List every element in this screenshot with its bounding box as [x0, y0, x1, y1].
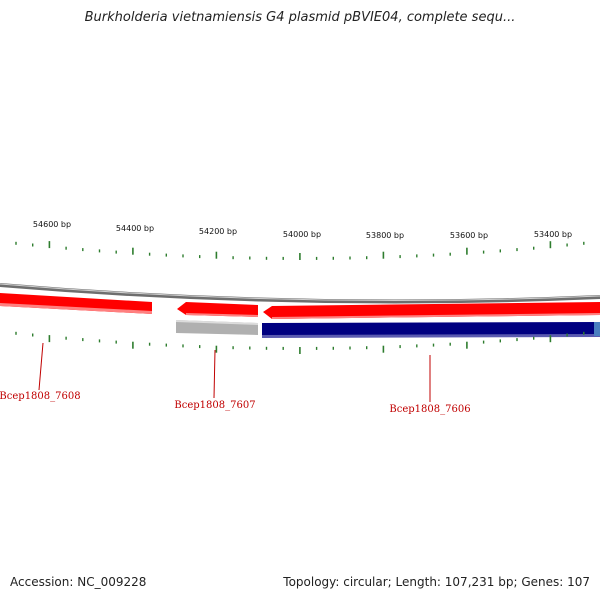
scale-label: 53600 bp — [450, 231, 488, 240]
scale-label: 53400 bp — [534, 230, 572, 239]
gene-label-7608-group[interactable]: Bcep1808_7608 — [0, 342, 81, 402]
cds-7606-feature[interactable] — [262, 322, 600, 338]
page-title: Burkholderia vietnamiensis G4 plasmid pB… — [84, 10, 516, 25]
scale-label: 54000 bp — [283, 230, 321, 239]
gene-label-7607-group[interactable]: Bcep1808_7607 — [174, 349, 256, 411]
scale-label: 54200 bp — [199, 227, 237, 236]
inner-scale-ticks — [15, 331, 585, 354]
gene-label[interactable]: Bcep1808_7608 — [0, 391, 81, 402]
gene-label[interactable]: Bcep1808_7606 — [389, 404, 470, 415]
outer-scale-ticks — [15, 241, 585, 260]
gene-label[interactable]: Bcep1808_7607 — [174, 400, 255, 411]
gene-label-7606-group[interactable]: Bcep1808_7606 — [389, 355, 471, 415]
summary-label: Topology: circular; Length: 107,231 bp; … — [283, 575, 590, 589]
cds-7607-feature[interactable] — [176, 320, 258, 335]
gene-7606-arrow[interactable] — [263, 302, 600, 319]
scale-label: 53800 bp — [366, 231, 404, 240]
gene-7608-feature[interactable] — [0, 293, 152, 314]
scale-labels: 54600 bp 54400 bp 54200 bp 54000 bp 5380… — [33, 220, 572, 240]
gene-7607-arrow[interactable] — [177, 302, 258, 317]
plasmid-backbone-highlight — [0, 283, 600, 301]
accession-label: Accession: NC_009228 — [10, 575, 147, 589]
scale-label: 54600 bp — [33, 220, 71, 229]
plasmid-backbone — [0, 283, 600, 304]
scale-label: 54400 bp — [116, 224, 154, 233]
